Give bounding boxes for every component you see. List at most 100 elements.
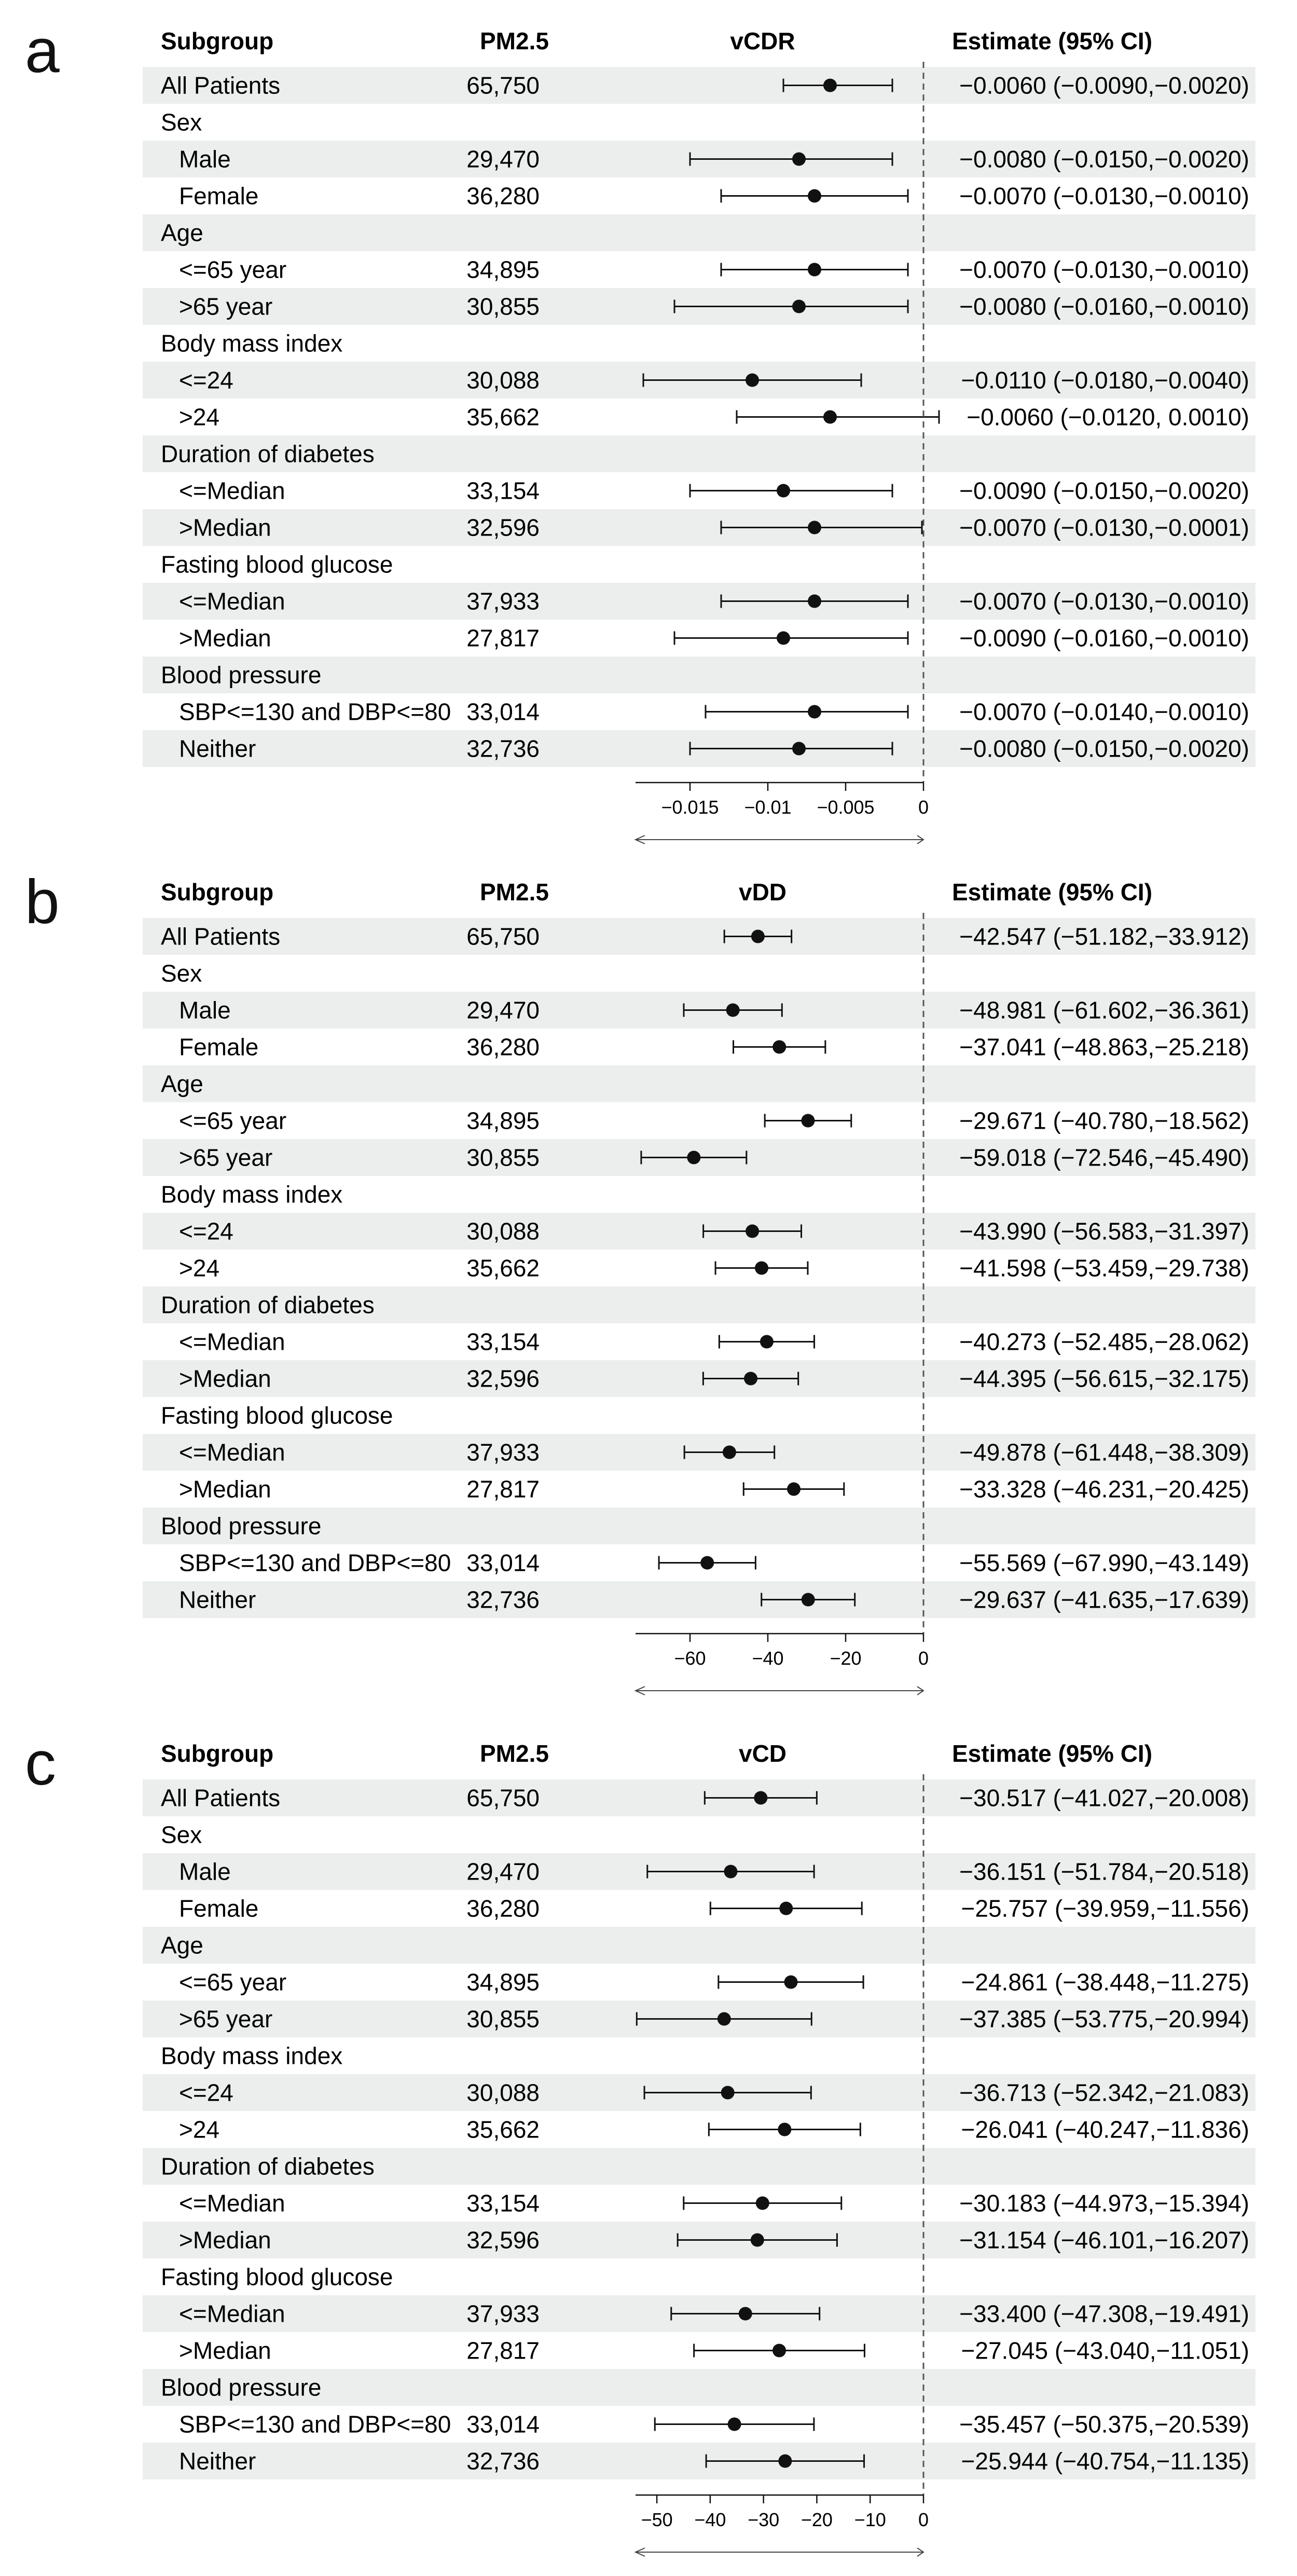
row-label: Male (179, 146, 231, 173)
x-tick-label: 0 (918, 2509, 929, 2530)
row-count: 65,750 (466, 1785, 540, 1812)
point-estimate (772, 2344, 787, 2358)
row-count: 32,736 (466, 1586, 540, 1613)
row-count: 33,014 (466, 698, 540, 725)
point-estimate (772, 1040, 787, 1054)
point-estimate (755, 2196, 769, 2210)
arrow-right-head (917, 2547, 925, 2557)
row-label: Female (179, 183, 258, 210)
row-estimate-ci: −37.385 (−53.775,−20.994) (959, 2006, 1249, 2033)
row-estimate-ci: −30.183 (−44.973,−15.394) (959, 2190, 1249, 2217)
row-estimate-ci: −0.0080 (−0.0150,−0.0020) (959, 735, 1249, 762)
row-label: Neither (179, 2448, 256, 2475)
header-metric: vCD (739, 1740, 787, 1767)
row-label: Male (179, 997, 231, 1024)
group-label: Duration of diabetes (161, 1292, 375, 1319)
row-estimate-ci: −0.0110 (−0.0180,−0.0040) (961, 367, 1249, 394)
row-band (143, 1581, 1255, 1618)
header-subgroup: Subgroup (161, 1740, 273, 1767)
row-estimate-ci: −30.517 (−41.027,−20.008) (959, 1785, 1249, 1812)
row-label: >Median (179, 514, 271, 541)
row-label: >24 (179, 1255, 219, 1282)
arrow-left-head (634, 1686, 645, 1695)
row-count: 29,470 (466, 146, 540, 173)
row-band (143, 1286, 1255, 1323)
row-band (143, 435, 1255, 472)
point-estimate (823, 410, 837, 424)
row-count: 34,895 (466, 1107, 540, 1134)
point-estimate (724, 1865, 738, 1879)
row-estimate-ci: −0.0070 (−0.0130,−0.0010) (959, 588, 1249, 615)
group-label: Duration of diabetes (161, 441, 375, 468)
row-count: 27,817 (466, 1476, 540, 1503)
row-label: SBP<=130 and DBP<=80 (179, 2411, 451, 2438)
row-label: <=65 year (179, 1969, 286, 1996)
arrow-right-head (917, 835, 925, 844)
row-count: 27,817 (466, 625, 540, 652)
x-tick-label: −40 (752, 1648, 783, 1669)
row-count: 30,088 (466, 1218, 540, 1245)
row-label: <=Median (179, 1328, 285, 1355)
row-label: >Median (179, 625, 271, 652)
point-estimate (755, 1261, 769, 1275)
row-estimate-ci: −0.0070 (−0.0130,−0.0010) (959, 256, 1249, 283)
row-count: 65,750 (466, 923, 540, 950)
header-estimate: Estimate (95% CI) (952, 879, 1152, 906)
row-estimate-ci: −25.944 (−40.754,−11.135) (961, 2448, 1249, 2475)
row-label: >65 year (179, 2006, 272, 2033)
x-tick-label: 0 (918, 797, 929, 818)
row-estimate-ci: −33.328 (−46.231,−20.425) (959, 1476, 1249, 1503)
row-label: >Median (179, 2227, 271, 2254)
row-count: 29,470 (466, 1858, 540, 1885)
x-tick-label: −0.015 (661, 797, 719, 818)
point-estimate (777, 631, 790, 645)
row-count: 30,855 (466, 293, 540, 320)
x-tick-label: −10 (854, 2509, 886, 2530)
row-estimate-ci: −49.878 (−61.448,−38.309) (959, 1439, 1249, 1466)
row-count: 33,154 (466, 1328, 540, 1355)
row-estimate-ci: −59.018 (−72.546,−45.490) (959, 1144, 1249, 1171)
row-count: 32,736 (466, 735, 540, 762)
group-label: Age (161, 1071, 203, 1098)
group-label: Sex (161, 1821, 202, 1848)
row-count: 27,817 (466, 2337, 540, 2364)
row-label: <=65 year (179, 256, 286, 283)
row-label: <=Median (179, 477, 285, 504)
header-subgroup: Subgroup (161, 28, 273, 54)
group-label: Body mass index (161, 2043, 342, 2070)
row-label: <=24 (179, 367, 233, 394)
forest-panel-c: c Subgroup PM2.5 vCD Estimate (95% CI) All P… (0, 1712, 1297, 2576)
row-band (143, 67, 1255, 104)
row-label: >Median (179, 1476, 271, 1503)
point-estimate (727, 2417, 741, 2431)
point-estimate (751, 929, 765, 943)
row-estimate-ci: −0.0090 (−0.0160,−0.0010) (959, 625, 1249, 652)
panel-letter-a: a (25, 16, 60, 86)
row-count: 65,750 (466, 72, 540, 99)
row-count: 35,662 (466, 1255, 540, 1282)
row-count: 30,088 (466, 367, 540, 394)
group-label: Fasting blood glucose (161, 2264, 393, 2291)
point-estimate (808, 705, 821, 719)
row-estimate-ci: −0.0070 (−0.0140,−0.0010) (959, 698, 1249, 725)
x-tick-label: −20 (830, 1648, 861, 1669)
row-label: <=24 (179, 1218, 233, 1245)
row-estimate-ci: −0.0080 (−0.0160,−0.0010) (959, 293, 1249, 320)
point-estimate (808, 189, 821, 203)
header-pm25: PM2.5 (480, 1740, 549, 1767)
row-estimate-ci: −0.0080 (−0.0150,−0.0020) (959, 146, 1249, 173)
row-band (143, 1927, 1255, 1964)
x-tick-label: −0.005 (817, 797, 874, 818)
point-estimate (808, 594, 821, 608)
row-estimate-ci: −0.0060 (−0.0120, 0.0010) (967, 404, 1249, 431)
x-tick-label: −20 (801, 2509, 833, 2530)
row-count: 32,596 (466, 1365, 540, 1392)
forest-plot-a: Subgroup PM2.5 vCDR Estimate (95% CI) All Pa… (143, 28, 1255, 844)
row-count: 30,088 (466, 2079, 540, 2106)
group-label: Fasting blood glucose (161, 551, 393, 578)
header-pm25: PM2.5 (480, 879, 549, 906)
group-label: Duration of diabetes (161, 2153, 375, 2180)
row-estimate-ci: −36.151 (−51.784,−20.518) (959, 1858, 1249, 1885)
forest-panel-b: b Subgroup PM2.5 vDD Estimate (95% CI) All P… (0, 851, 1297, 1712)
row-label: <=24 (179, 2079, 233, 2106)
